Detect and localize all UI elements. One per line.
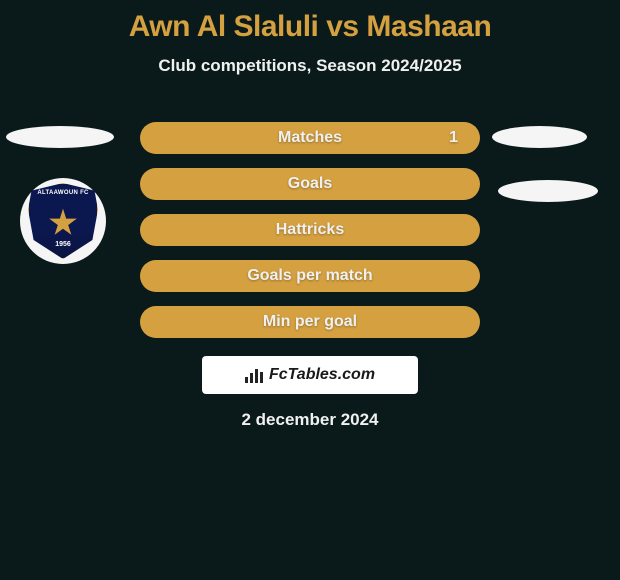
player-left-placeholder	[6, 126, 114, 148]
player-right-placeholder-1	[492, 126, 587, 148]
club-name-text: ALTAAWOUN FC	[37, 190, 88, 196]
bar-chart-icon	[245, 367, 265, 383]
club-logo-badge: ALTAAWOUN FC 1956	[20, 178, 106, 264]
stat-label: Goals per match	[247, 267, 372, 285]
club-star-icon	[49, 209, 78, 238]
watermark-text: FcTables.com	[269, 366, 375, 384]
footer-date: 2 december 2024	[0, 410, 620, 430]
watermark-badge: FcTables.com	[202, 356, 418, 394]
stat-label: Matches	[278, 129, 342, 147]
club-year-text: 1956	[55, 241, 71, 248]
stats-container: Matches 1 Goals Hattricks Goals per matc…	[140, 122, 480, 352]
stat-label: Hattricks	[276, 221, 344, 239]
stat-label: Min per goal	[263, 313, 357, 331]
club-shield-icon: ALTAAWOUN FC 1956	[28, 183, 98, 259]
stat-row-hattricks: Hattricks	[140, 214, 480, 246]
stat-row-matches: Matches 1	[140, 122, 480, 154]
page-subtitle: Club competitions, Season 2024/2025	[0, 56, 620, 76]
stat-row-goals-per-match: Goals per match	[140, 260, 480, 292]
stat-row-goals: Goals	[140, 168, 480, 200]
stat-row-min-per-goal: Min per goal	[140, 306, 480, 338]
page-title: Awn Al Slaluli vs Mashaan	[0, 0, 620, 44]
player-right-placeholder-2	[498, 180, 598, 202]
stat-label: Goals	[288, 175, 332, 193]
stat-value-right: 1	[449, 129, 458, 147]
